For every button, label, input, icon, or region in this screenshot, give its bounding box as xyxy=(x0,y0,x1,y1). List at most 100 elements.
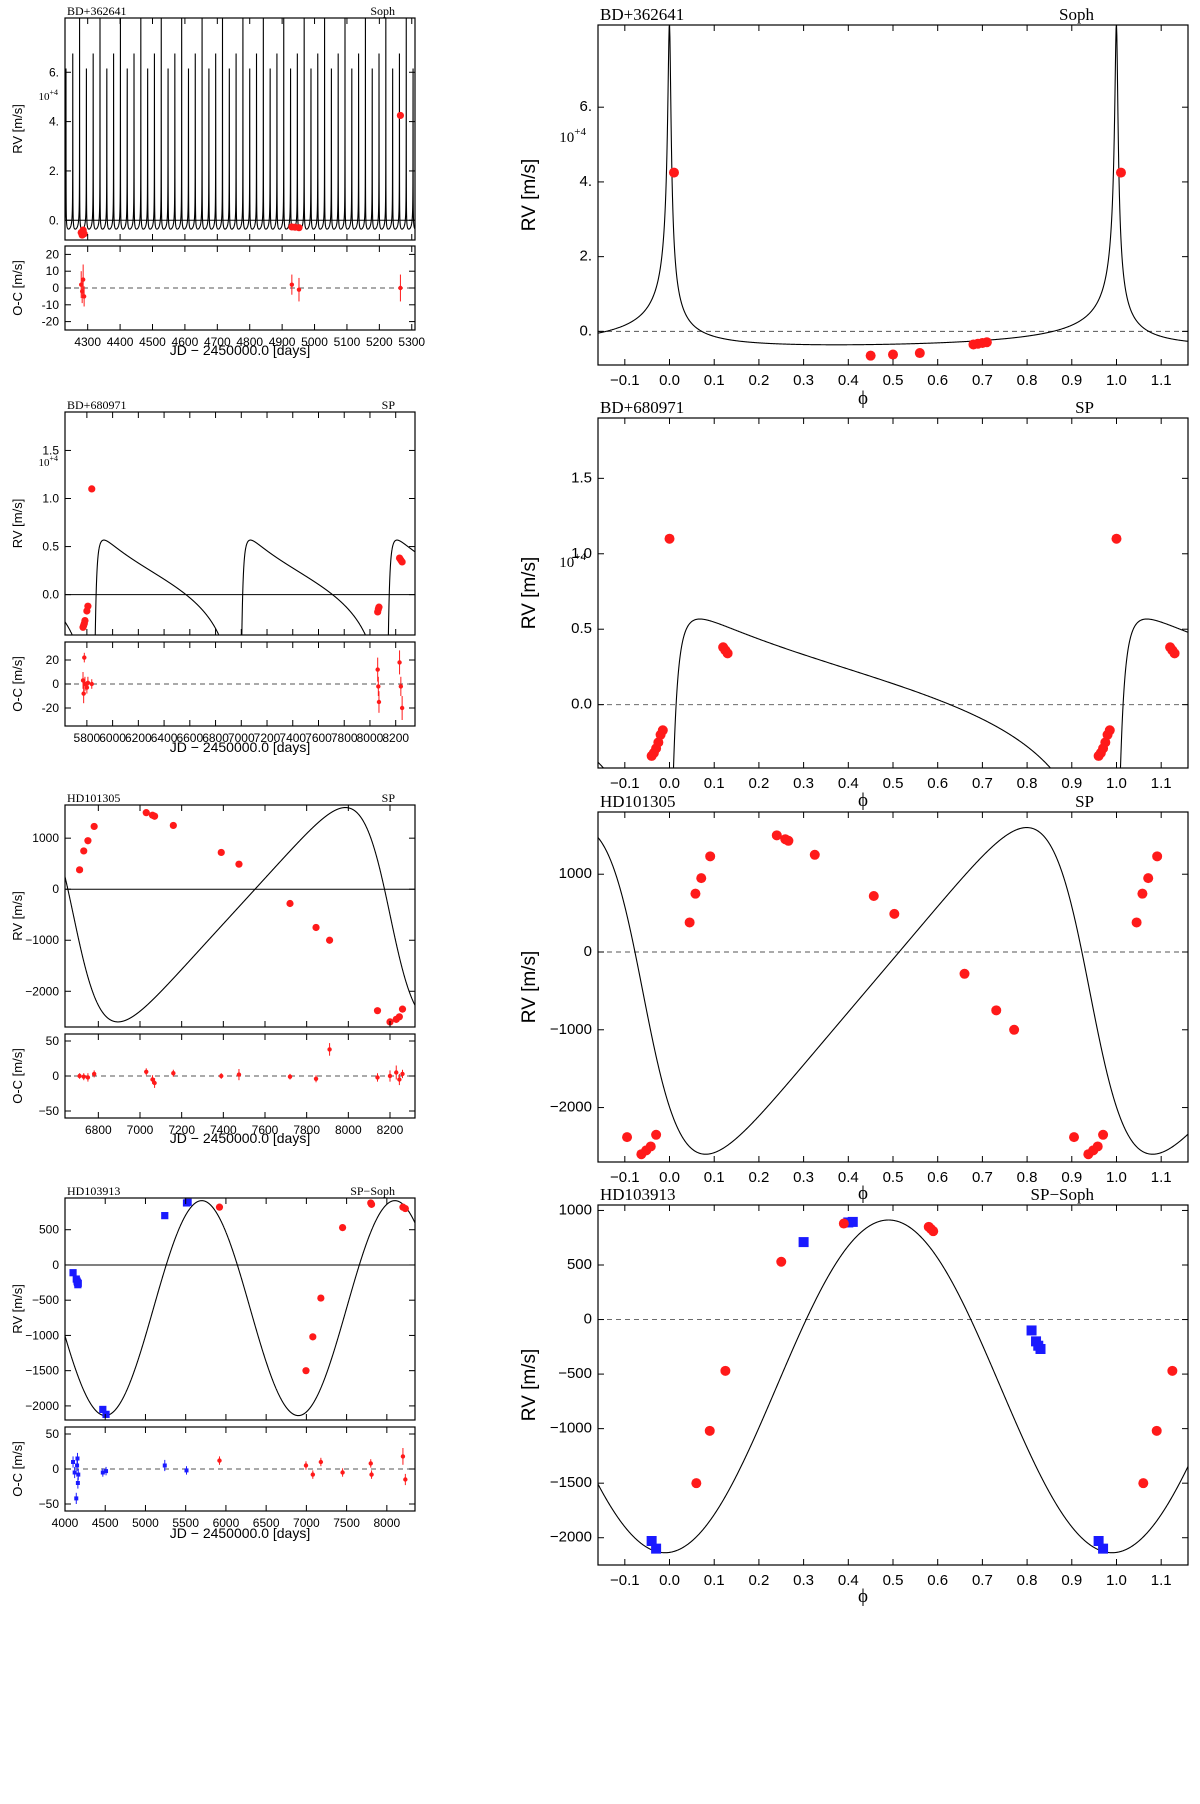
bd680971-phase-xtick-label: 0.7 xyxy=(972,775,993,792)
hd101305-phase-ytick-label: −1000 xyxy=(550,1021,592,1038)
hd101305-time-top-point xyxy=(235,860,243,868)
bd362641-time-top-ytick-label: 2. xyxy=(49,164,59,178)
hd103913-time-residuals-point xyxy=(340,1470,345,1475)
bd680971-phase-point xyxy=(1169,648,1180,659)
hd103913-phase-ytick-label: −1500 xyxy=(550,1474,592,1491)
bd362641-phase-xtick-label: 0.9 xyxy=(1061,372,1082,389)
bd362641-phase-point xyxy=(1115,167,1126,178)
hd101305-time-residuals-ytick-label: −50 xyxy=(39,1104,60,1118)
bd680971-phase-xtick-label: 0.1 xyxy=(704,775,725,792)
hd101305-phase-point xyxy=(705,851,716,862)
hd101305-phase-ytick-label: −2000 xyxy=(550,1099,592,1116)
bd680971-phase-title: BD+680971 xyxy=(600,398,684,417)
hd103913-time-top-point xyxy=(69,1269,77,1277)
bd680971-time-residuals-ytick-label: 20 xyxy=(46,653,60,667)
bd362641-time-residuals-point xyxy=(81,294,87,299)
bd680971-time-chart: 0.0 0.5 1.0 1.5 -20 0 20 5800 6000 6200 6400 6600 68… xyxy=(10,398,416,755)
bd680971-time-residuals-point xyxy=(84,685,90,690)
bd680971-phase-point xyxy=(664,533,675,544)
hd103913-phase-point xyxy=(1093,1536,1104,1546)
hd101305-phase-point xyxy=(1098,1129,1109,1140)
bd362641-time-residuals-xtick-label: 4500 xyxy=(139,335,166,349)
hd103913-phase-point xyxy=(1138,1478,1149,1489)
hd101305-phase-point xyxy=(1131,917,1142,928)
hd103913-phase-point xyxy=(776,1256,787,1267)
bd362641-time-xlabel: JD − 2450000.0 [days] xyxy=(170,342,311,358)
bd362641-phase-xtick-label: 0.5 xyxy=(883,372,904,389)
bd680971-phase-xtick-label: 0.5 xyxy=(883,775,904,792)
hd101305-time-top-point xyxy=(325,936,334,944)
bd680971-phase-point xyxy=(1100,737,1111,748)
bd362641-phase-y-exponent: 10+4 xyxy=(559,126,586,146)
hd103913-phase-xtick-label: 0.2 xyxy=(748,1572,769,1589)
hd101305-time-ylabel: RV [m/s] xyxy=(10,891,25,941)
bd362641-time-top-point xyxy=(396,111,405,120)
hd101305-phase-point xyxy=(690,888,701,899)
hd103913-phase-point xyxy=(798,1237,809,1248)
bd362641-phase-point xyxy=(865,350,876,361)
hd103913-time-top-point xyxy=(302,1367,310,1375)
bd362641-time-residuals-xtick-label: 5200 xyxy=(366,335,393,349)
bd362641-time-residuals-ytick-label: 0 xyxy=(52,281,59,295)
bd680971-time-residuals-xtick-label: 8200 xyxy=(382,731,409,745)
hd103913-phase-ytick-label: 0 xyxy=(584,1311,592,1328)
hd103913-time-residuals-ytick-label: 0 xyxy=(52,1462,59,1476)
hd101305-phase-point xyxy=(889,908,900,919)
hd101305-phase-frame xyxy=(597,811,1189,1163)
hd101305-time-residuals-ytick-label: 50 xyxy=(46,1034,60,1048)
hd103913-time-residuals-point xyxy=(75,1481,80,1485)
hd103913-time-residuals-point xyxy=(75,1463,80,1468)
bd362641-phase-point xyxy=(981,337,992,348)
hd103913-time-residuals-point xyxy=(318,1459,324,1465)
bd680971-phase-xtick-label: 1.1 xyxy=(1151,775,1172,792)
bd362641-time-residuals-point xyxy=(80,277,86,282)
hd103913-time-residuals-plot-area xyxy=(65,1448,415,1504)
hd101305-time-top-ytick-label: −2000 xyxy=(25,984,59,998)
hd101305-time-residuals-point xyxy=(171,1071,176,1076)
bd680971-phase-ytick-label: 1.0 xyxy=(571,545,592,562)
bd680971-time-top-frame xyxy=(64,411,416,636)
hd101305-phase-point xyxy=(809,849,820,860)
bd680971-time-title: BD+680971 xyxy=(67,398,126,412)
bd680971-time-method-label: SP xyxy=(382,398,396,412)
hd103913-phase-ylabel: RV [m/s] xyxy=(519,1349,540,1422)
hd101305-phase-xtick-label: 0.0 xyxy=(659,1169,680,1186)
hd103913-time-top-rv-curve xyxy=(65,1200,415,1417)
hd101305-time-top-point xyxy=(150,812,159,820)
hd103913-phase-ytick-label: 500 xyxy=(567,1256,592,1273)
hd101305-phase-rv-curve xyxy=(598,827,1188,1155)
bd680971-time-residuals-xtick-label: 6200 xyxy=(125,731,152,745)
hd101305-phase-point xyxy=(783,835,794,846)
hd103913-time-residuals-xtick-label: 7000 xyxy=(293,1516,320,1530)
hd101305-time-residuals-point xyxy=(313,1076,319,1082)
hd101305-time-residuals-point xyxy=(375,1075,380,1080)
bd362641-time-residuals-xtick-label: 5100 xyxy=(334,335,361,349)
hd101305-phase-point xyxy=(1152,851,1163,862)
hd101305-time-top-rv-curve xyxy=(65,807,415,1023)
bd362641-time-residuals-xtick-label: 4700 xyxy=(204,335,231,349)
hd103913-phase-point xyxy=(1098,1543,1109,1554)
hd103913-phase-ytick-label: −500 xyxy=(558,1365,592,1382)
bd680971-time-residuals-point xyxy=(376,699,382,705)
hd101305-phase-plot-area xyxy=(598,827,1188,1160)
bd680971-phase-rv-curve xyxy=(598,618,1188,768)
bd680971-phase-frame xyxy=(597,417,1189,769)
bd680971-time-residuals-point xyxy=(398,684,404,689)
hd101305-time-residuals-point xyxy=(387,1073,393,1079)
bd680971-time-residuals-point xyxy=(80,678,86,683)
bd680971-time-residuals-xtick-label: 7000 xyxy=(228,731,255,745)
bd680971-time-residuals-plot-area xyxy=(65,650,415,720)
bd680971-phase-xtick-label: 0.4 xyxy=(838,775,859,792)
hd101305-time-residuals-point xyxy=(327,1047,332,1052)
hd101305-phase-point xyxy=(696,873,707,884)
hd101305-phase-xtick-label: 0.5 xyxy=(883,1169,904,1186)
bd680971-time-top-ytick-label: 1.0 xyxy=(42,492,59,506)
hd101305-phase-xlabel: ϕ xyxy=(858,1183,868,1204)
hd103913-time-residuals-point xyxy=(369,1472,374,1477)
bd362641-time-residuals-xtick-label: 5300 xyxy=(398,335,425,349)
hd101305-phase-xtick-label: 1.0 xyxy=(1106,1169,1127,1186)
hd103913-time-method-label: SP−Soph xyxy=(350,1184,395,1198)
bd362641-phase-xtick-label: 1.0 xyxy=(1106,372,1127,389)
hd103913-time-residual-ylabel: O-C [m/s] xyxy=(10,1441,25,1497)
